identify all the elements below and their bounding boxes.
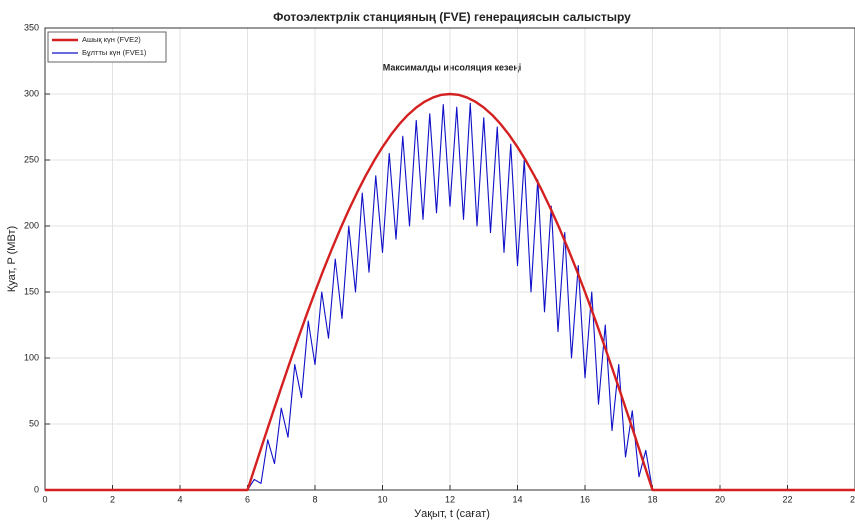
x-tick-label: 8 (312, 494, 317, 504)
x-tick-label: 0 (42, 494, 47, 504)
y-tick-label: 0 (34, 484, 39, 494)
legend-label: Ашық күн (FVE2) (82, 35, 141, 44)
series-line (45, 102, 855, 491)
x-tick-label: 4 (177, 494, 182, 504)
y-tick-label: 350 (24, 22, 39, 32)
x-tick-label: 22 (782, 494, 792, 504)
x-tick-label: 2 (110, 494, 115, 504)
y-tick-label: 200 (24, 220, 39, 230)
x-tick-label: 10 (377, 494, 387, 504)
x-axis-label: Уақыт, t (сағат) (414, 508, 490, 520)
x-tick-label: 20 (715, 494, 725, 504)
y-tick-label: 50 (29, 418, 39, 428)
x-tick-label: 14 (512, 494, 522, 504)
annotation: Максималды инсоляция кезеңі (383, 62, 522, 72)
legend-label: Бұлтты күн (FVE1) (82, 48, 147, 57)
x-tick-label: 18 (647, 494, 657, 504)
x-tick-label: 24 (850, 494, 855, 504)
y-tick-label: 250 (24, 154, 39, 164)
x-tick-label: 16 (580, 494, 590, 504)
series-line (45, 92, 855, 492)
plot-frame (44, 27, 855, 491)
x-tick-label: 6 (245, 494, 250, 504)
legend-box (47, 31, 167, 63)
y-axis-label: Қуат, P (МВт) (6, 226, 18, 292)
y-tick-label: 300 (24, 88, 39, 98)
x-tick-label: 12 (445, 494, 455, 504)
y-tick-label: 150 (24, 286, 39, 296)
y-tick-label: 100 (24, 352, 39, 362)
chart-title: Фотоэлектрлік станцияның (FVE) генерация… (273, 10, 631, 24)
